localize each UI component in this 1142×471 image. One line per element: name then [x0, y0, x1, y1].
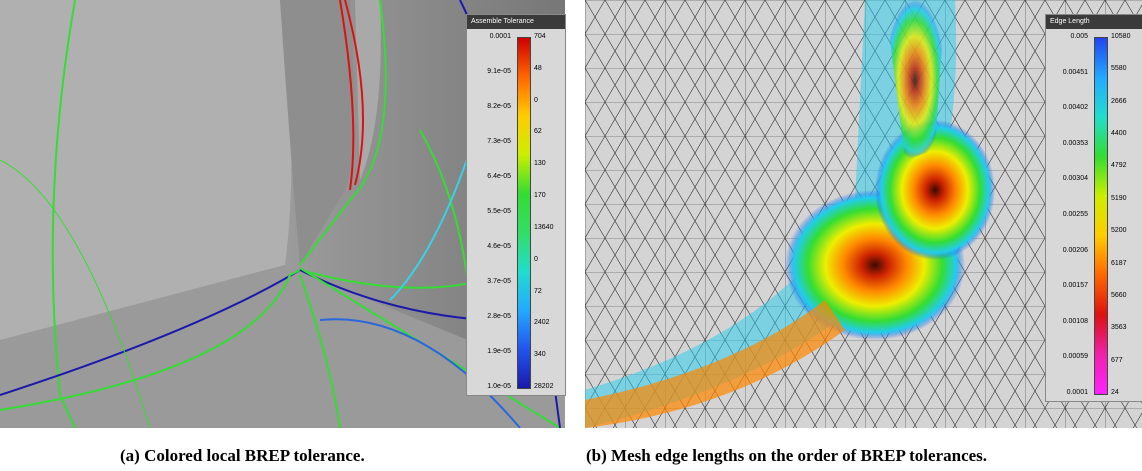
legend-count-label: 2666	[1111, 97, 1127, 105]
legend-value-label: 7.3e-05	[487, 138, 511, 145]
legend-count-label: 13640	[534, 223, 554, 231]
legend-value-label: 0.0001	[1066, 389, 1088, 396]
legend-value-label: 0.0001	[489, 33, 511, 40]
legend-value-label: 9.1e-05	[487, 68, 511, 75]
legend-count-label: 704	[534, 33, 546, 40]
legend-count-label: 5200	[1111, 227, 1127, 235]
legend-value-label: 0.00255	[1062, 211, 1088, 218]
legend-value-label: 3.7e-05	[487, 278, 511, 285]
legend-count-label: 24	[1111, 389, 1119, 396]
legend-count-label: 62	[534, 128, 542, 136]
legend-count-label: 5580	[1111, 65, 1127, 73]
caption: (a) Colored local BREP tolerance.	[120, 446, 365, 465]
legend-count-label: 170	[534, 192, 546, 200]
legend-value-label: 1.0e-05	[487, 383, 511, 390]
legend-value-label: 0.00157	[1062, 282, 1088, 290]
legend-count-label: 5660	[1111, 291, 1127, 299]
legend-title: Edge Length	[1046, 15, 1142, 29]
legend-value-label: 5.5e-05	[487, 208, 511, 215]
legend-value-label: 8.2e-05	[487, 103, 511, 110]
legend-count-label: 4400	[1111, 130, 1127, 138]
legend-count-label: 10580	[1111, 33, 1131, 40]
legend-value-label: 2.8e-05	[487, 313, 511, 320]
color-bar	[517, 37, 531, 389]
legend-value-label: 0.00304	[1062, 175, 1088, 183]
legend-value-label: 0.00108	[1062, 317, 1088, 325]
legend-value-label: 4.6e-05	[487, 243, 511, 250]
legend-value-label: 0.00059	[1062, 353, 1088, 361]
legend-count-label: 677	[1111, 356, 1123, 364]
legend-count-label: 340	[534, 351, 546, 359]
legend-value-label: 6.4e-05	[487, 173, 511, 180]
legend-title: Assemble Tolerance	[467, 15, 565, 29]
legend-count-label: 72	[534, 287, 542, 295]
legend-count-label: 5190	[1111, 194, 1127, 202]
legend-value-label: 0.00402	[1062, 104, 1088, 112]
caption: (b) Mesh edge lengths on the order of BR…	[586, 446, 988, 465]
legend-value-label: 0.00451	[1062, 68, 1088, 76]
legend-count-label: 130	[534, 160, 546, 168]
legend-count-label: 3563	[1111, 324, 1127, 332]
color-bar	[1094, 37, 1108, 395]
legend-value-label: 0.00353	[1062, 139, 1088, 147]
legend-count-label: 0	[534, 255, 538, 263]
legend-count-label: 4792	[1111, 162, 1127, 170]
legend-count-label: 28202	[534, 383, 554, 390]
legend-value-label: 1.9e-05	[487, 348, 511, 355]
color-legend: Assemble Tolerance 0.0001 9.1e-05 8.2e-05 7…	[466, 14, 566, 396]
legend-value-label: 0.00206	[1062, 246, 1088, 254]
legend-value-label: 0.005	[1070, 33, 1088, 40]
legend-count-label: 6187	[1111, 259, 1127, 267]
legend-count-label: 48	[534, 64, 542, 72]
legend-count-label: 2402	[534, 319, 550, 327]
legend-count-label: 0	[534, 96, 538, 104]
color-legend: Edge Length 0.005 0.00451 0.00402 0.00353 0.…	[1045, 14, 1142, 402]
